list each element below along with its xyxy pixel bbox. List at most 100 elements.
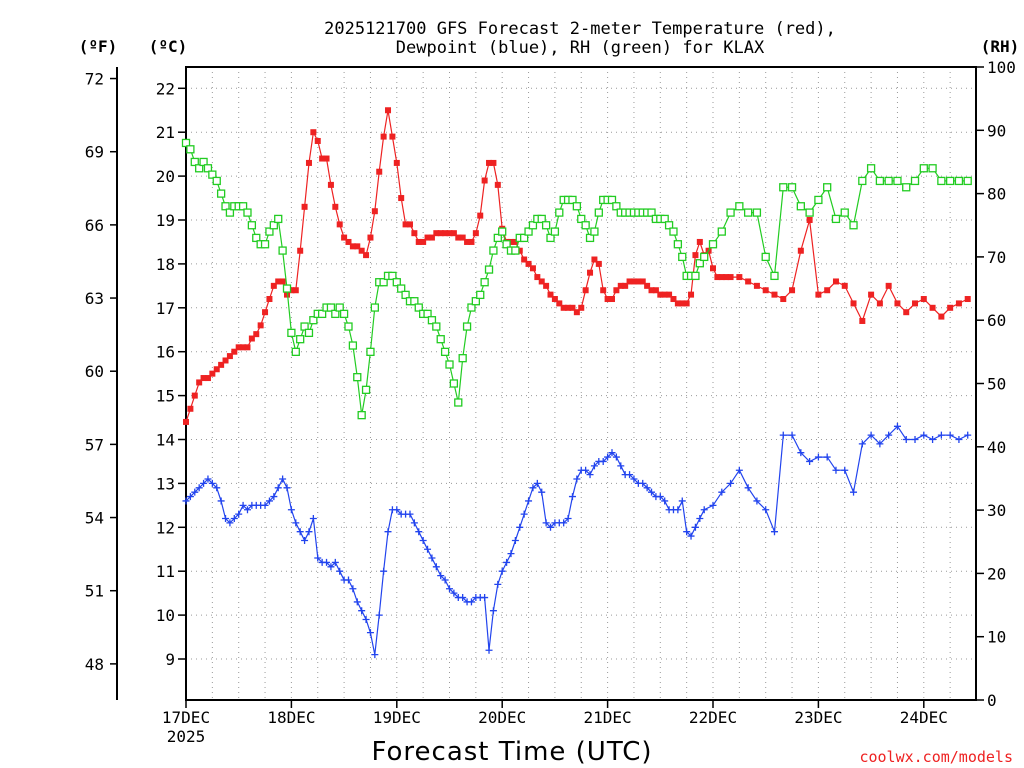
rh-point <box>410 297 419 306</box>
dewpoint-point <box>542 519 550 527</box>
dewpoint-point <box>582 466 590 474</box>
rh-point <box>796 202 805 211</box>
temperature-point <box>349 243 356 250</box>
rh-point <box>866 164 876 173</box>
rh-tick-label: 60 <box>987 311 1006 330</box>
dewpoint-point <box>920 431 928 439</box>
temperature-point <box>367 234 374 241</box>
temperature-point <box>380 133 387 140</box>
temperature-point <box>955 300 962 307</box>
dewpoint-point <box>718 488 726 496</box>
celsius-tick-label: 16 <box>156 343 175 362</box>
dewpoint-point <box>415 528 423 536</box>
rh-point <box>502 240 511 249</box>
rh-point <box>203 164 213 173</box>
rh-point <box>875 176 885 186</box>
rh-point <box>919 164 928 173</box>
dewpoint-point <box>331 558 339 566</box>
dewpoint-point <box>186 493 194 501</box>
dewpoint-point <box>362 615 370 623</box>
rh-point <box>607 195 617 205</box>
dewpoint-point <box>762 506 770 514</box>
temperature-point <box>354 243 361 250</box>
temperature-point <box>275 278 282 285</box>
dewpoint-point <box>735 466 743 474</box>
rh-point <box>432 322 441 331</box>
dewpoint-point <box>955 436 963 443</box>
temperature-point <box>547 291 554 298</box>
rh-point <box>752 208 762 217</box>
rh-point <box>594 208 603 217</box>
dewpoint-point <box>626 471 634 479</box>
rh-point <box>392 278 401 287</box>
temperature-point <box>670 296 677 303</box>
rh-point <box>954 176 964 186</box>
temperature-point <box>196 379 203 386</box>
dewpoint-point <box>314 554 322 562</box>
rh-point <box>296 335 305 344</box>
rh-point <box>440 347 450 357</box>
temperature-point <box>385 107 392 114</box>
rh-point <box>550 227 560 236</box>
fahrenheit-tick-label: 66 <box>85 216 104 235</box>
rh-point <box>300 322 309 331</box>
temperature-point <box>868 291 875 298</box>
temperature-point <box>486 159 493 166</box>
rh-point <box>946 176 955 186</box>
rh-point <box>902 183 911 192</box>
rh-point <box>225 208 235 217</box>
rh-point <box>770 271 779 281</box>
rh-point <box>823 183 832 192</box>
dewpoint-point <box>235 510 243 518</box>
dewpoint-point <box>648 488 656 496</box>
rh-point <box>761 252 770 262</box>
temperature-point <box>292 287 299 294</box>
rh-point <box>401 290 410 300</box>
rh-point <box>357 410 366 420</box>
dewpoint-point <box>489 607 497 615</box>
temperature-point <box>841 282 848 289</box>
dewpoint-point <box>937 431 945 439</box>
dewpoint-point <box>226 519 234 527</box>
rh-point <box>247 221 257 230</box>
temperature-point <box>389 133 396 140</box>
rh-point <box>476 290 485 300</box>
dewpoint-point <box>265 497 273 505</box>
dewpoint-point <box>753 497 761 505</box>
dewpoint-point <box>327 563 335 571</box>
celsius-tick-label: 11 <box>156 562 175 581</box>
temperature-point <box>406 221 413 228</box>
rh-tick-label: 70 <box>987 248 1006 267</box>
dewpoint-point <box>485 646 493 654</box>
temperature-point <box>714 274 721 281</box>
rh-point <box>216 189 226 198</box>
rh-point <box>366 347 375 357</box>
temperature-point <box>591 256 598 263</box>
temperature-point <box>736 274 743 281</box>
dewpoint-point <box>814 453 822 461</box>
temperature-point <box>398 195 405 202</box>
temperature-point <box>578 304 585 311</box>
temperature-point <box>565 304 572 311</box>
temperature-point <box>876 300 883 307</box>
temperature-point <box>446 230 453 237</box>
dewpoint-point <box>547 523 555 531</box>
series-layer <box>181 107 972 659</box>
rh-point <box>339 309 349 319</box>
rh-point <box>260 240 270 249</box>
fahrenheit-tick-label: 54 <box>85 509 104 528</box>
temperature-point <box>301 203 308 210</box>
temperature-point <box>363 252 370 259</box>
temperature-point <box>319 155 326 162</box>
rh-point <box>326 303 336 312</box>
rh-point <box>695 259 704 268</box>
dewpoint-point <box>494 580 502 588</box>
dewpoint-point <box>902 436 910 443</box>
dewpoint-point <box>283 484 291 492</box>
temperature-point <box>947 304 954 311</box>
temperature-point <box>437 230 444 237</box>
rh-point <box>590 227 599 236</box>
temperature-point <box>727 274 734 281</box>
temperature-point <box>218 361 225 368</box>
rh-point <box>287 328 296 338</box>
